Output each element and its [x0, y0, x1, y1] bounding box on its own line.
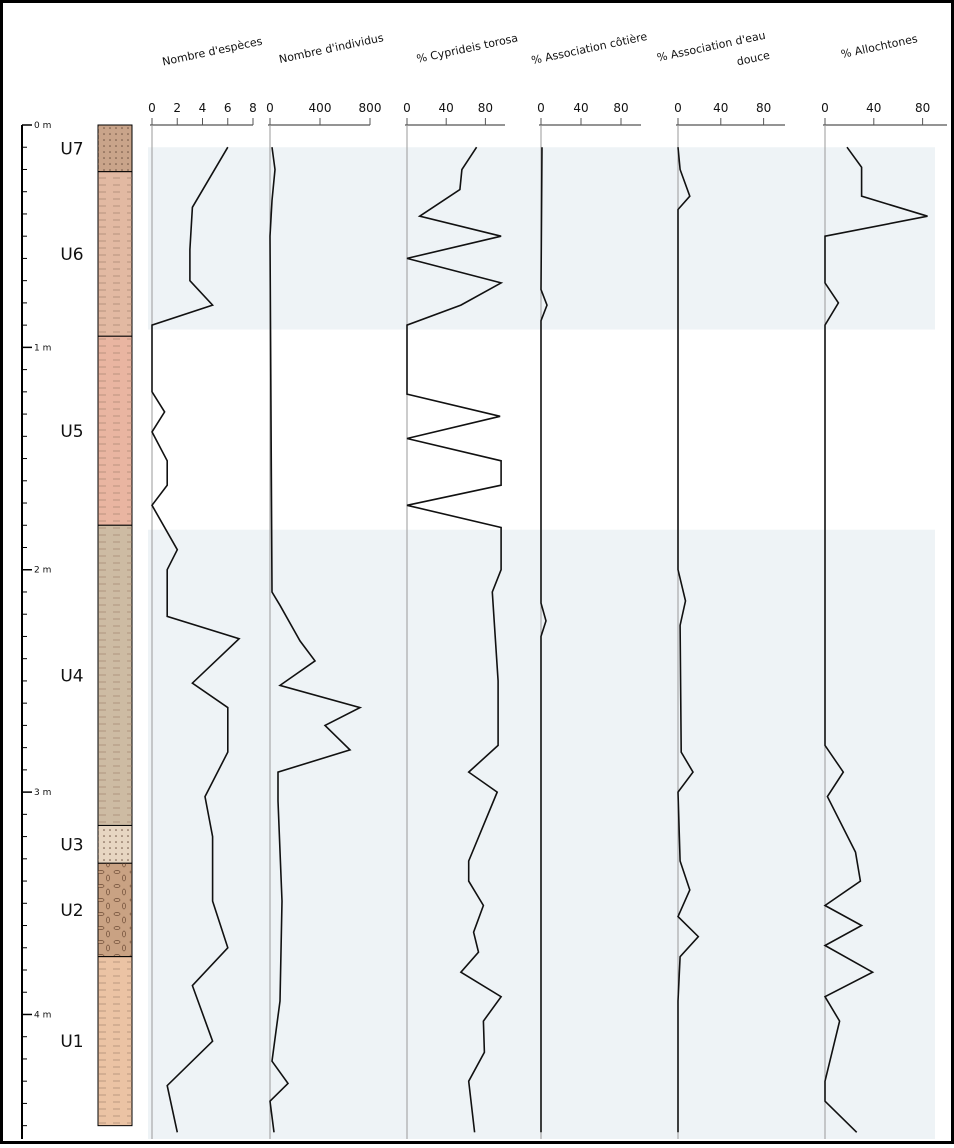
unit-label: U7	[60, 139, 83, 159]
x-tick-label: 80	[613, 101, 628, 115]
unit-texture	[98, 956, 132, 1126]
x-tick-label: 8	[249, 101, 257, 115]
series-line	[823, 146, 928, 1133]
unit-label: U6	[60, 245, 83, 265]
depth-tick-label: 4 m	[34, 1010, 51, 1020]
depth-tick-label: 3 m	[34, 788, 51, 798]
unit-label: U1	[60, 1032, 83, 1052]
unit-texture	[98, 863, 132, 957]
unit-label: U2	[60, 901, 83, 921]
unit-texture	[98, 825, 132, 864]
x-tick-label: 40	[439, 101, 454, 115]
x-tick-label: 6	[224, 101, 232, 115]
x-tick-label: 80	[756, 101, 771, 115]
x-tick-label: 0	[674, 101, 682, 115]
x-tick-label: 0	[148, 101, 156, 115]
x-tick-label: 800	[359, 101, 382, 115]
unit-texture	[98, 125, 132, 172]
series-line	[406, 146, 504, 1133]
unit-label: U5	[60, 422, 83, 442]
x-tick-label: 40	[573, 101, 588, 115]
x-tick-label: 0	[266, 101, 274, 115]
unit-label: U4	[60, 666, 83, 686]
depth-tick-label: 1 m	[34, 343, 51, 353]
series-line	[151, 146, 241, 1133]
series-line	[677, 147, 700, 1133]
depth-tick-label: 2 m	[34, 566, 51, 576]
x-tick-label: 40	[866, 101, 881, 115]
unit-texture	[98, 525, 132, 826]
x-tick-label: 0	[821, 101, 829, 115]
x-tick-label: 400	[309, 101, 332, 115]
depth-tick-label: 0 m	[34, 121, 51, 131]
series-line	[540, 147, 548, 1133]
x-tick-label: 40	[713, 101, 728, 115]
unit-texture	[98, 336, 132, 526]
series-line	[269, 147, 363, 1133]
x-tick-label: 4	[199, 101, 207, 115]
unit-label: U3	[60, 835, 83, 855]
x-tick-label: 80	[478, 101, 493, 115]
x-tick-label: 0	[403, 101, 411, 115]
unit-texture	[98, 171, 132, 337]
x-tick-label: 0	[537, 101, 545, 115]
x-tick-label: 80	[915, 101, 930, 115]
x-tick-label: 2	[173, 101, 181, 115]
